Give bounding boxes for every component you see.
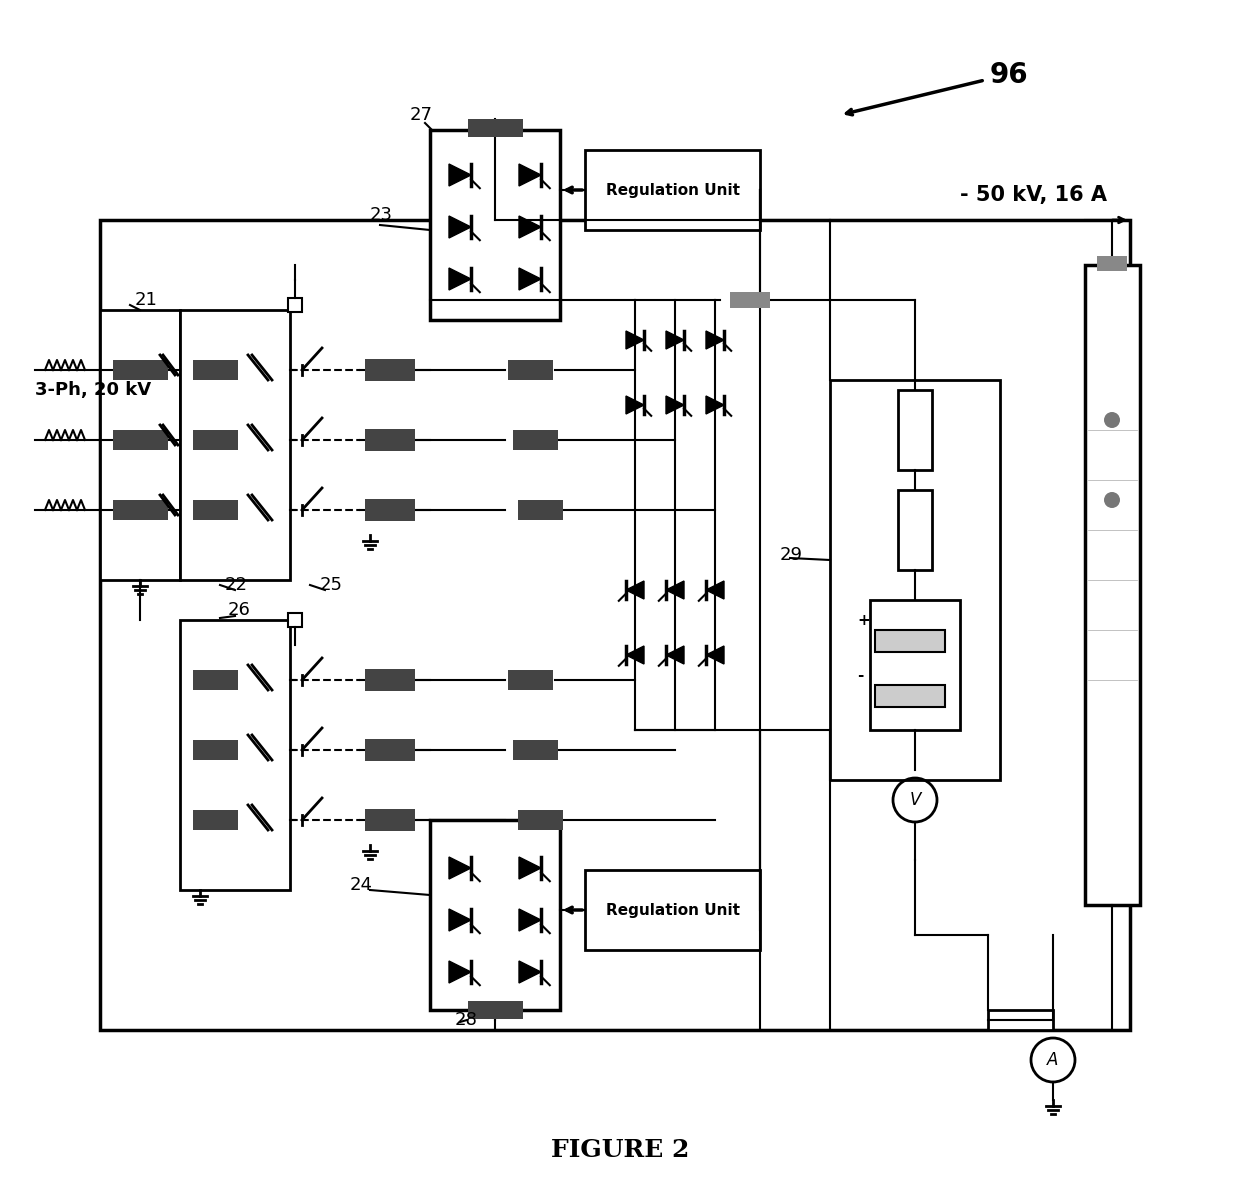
Polygon shape bbox=[520, 164, 541, 186]
Polygon shape bbox=[706, 582, 724, 600]
Polygon shape bbox=[449, 962, 471, 983]
Bar bbox=[100, 219, 1130, 1030]
Polygon shape bbox=[449, 216, 471, 237]
Bar bbox=[1097, 255, 1127, 271]
Polygon shape bbox=[520, 962, 541, 983]
Polygon shape bbox=[706, 396, 724, 414]
Bar bbox=[512, 740, 558, 760]
Text: Regulation Unit: Regulation Unit bbox=[605, 182, 739, 198]
Polygon shape bbox=[449, 164, 471, 186]
Text: 3-Ph, 20 kV: 3-Ph, 20 kV bbox=[35, 381, 151, 399]
Polygon shape bbox=[520, 909, 541, 930]
Text: - 50 kV, 16 A: - 50 kV, 16 A bbox=[960, 185, 1107, 205]
Text: 28: 28 bbox=[455, 1011, 477, 1029]
Bar bbox=[830, 380, 999, 781]
Polygon shape bbox=[666, 331, 684, 349]
Bar bbox=[288, 613, 303, 627]
Text: 96: 96 bbox=[990, 61, 1029, 89]
Bar bbox=[365, 739, 415, 761]
Bar bbox=[100, 311, 180, 580]
Text: 25: 25 bbox=[320, 576, 343, 594]
Bar bbox=[512, 430, 558, 450]
Circle shape bbox=[1104, 412, 1120, 428]
Text: 23: 23 bbox=[370, 206, 393, 224]
Text: FIGURE 2: FIGURE 2 bbox=[551, 1138, 689, 1162]
Bar bbox=[365, 429, 415, 451]
Circle shape bbox=[1104, 492, 1120, 508]
Bar bbox=[898, 390, 932, 470]
Polygon shape bbox=[626, 396, 644, 414]
Bar bbox=[467, 1001, 522, 1019]
Bar bbox=[517, 500, 563, 520]
Bar bbox=[288, 299, 303, 312]
Polygon shape bbox=[520, 269, 541, 290]
Bar bbox=[870, 600, 960, 730]
Polygon shape bbox=[666, 646, 684, 664]
Bar bbox=[192, 811, 238, 830]
Bar bbox=[467, 119, 522, 137]
Bar bbox=[113, 430, 167, 450]
Bar bbox=[507, 670, 553, 689]
Polygon shape bbox=[626, 582, 644, 600]
Bar bbox=[988, 1010, 1053, 1030]
Bar bbox=[875, 685, 945, 707]
Bar bbox=[192, 500, 238, 520]
Bar bbox=[585, 870, 760, 950]
Bar bbox=[192, 670, 238, 689]
Bar bbox=[365, 669, 415, 691]
Bar bbox=[430, 820, 560, 1010]
Polygon shape bbox=[666, 582, 684, 600]
Bar bbox=[180, 311, 290, 580]
Bar bbox=[585, 150, 760, 230]
Bar bbox=[517, 811, 563, 830]
Text: 24: 24 bbox=[350, 876, 373, 894]
Bar bbox=[875, 629, 945, 652]
Bar bbox=[898, 490, 932, 570]
Polygon shape bbox=[706, 331, 724, 349]
Bar bbox=[365, 499, 415, 522]
Text: 22: 22 bbox=[224, 576, 248, 594]
Polygon shape bbox=[449, 857, 471, 879]
Polygon shape bbox=[520, 857, 541, 879]
Bar bbox=[430, 129, 560, 320]
Polygon shape bbox=[666, 396, 684, 414]
Text: 27: 27 bbox=[410, 106, 433, 123]
Text: Regulation Unit: Regulation Unit bbox=[605, 903, 739, 917]
Bar bbox=[365, 359, 415, 381]
Polygon shape bbox=[449, 909, 471, 930]
Bar bbox=[730, 293, 770, 308]
Bar bbox=[192, 430, 238, 450]
Bar bbox=[192, 360, 238, 380]
Text: -: - bbox=[857, 668, 863, 683]
Bar bbox=[1085, 265, 1140, 905]
Polygon shape bbox=[626, 646, 644, 664]
Text: 29: 29 bbox=[780, 546, 804, 564]
Polygon shape bbox=[520, 216, 541, 237]
Bar bbox=[192, 740, 238, 760]
Polygon shape bbox=[626, 331, 644, 349]
Bar bbox=[113, 360, 167, 380]
Polygon shape bbox=[706, 646, 724, 664]
Text: A: A bbox=[1048, 1052, 1059, 1070]
Polygon shape bbox=[449, 269, 471, 290]
Bar bbox=[180, 620, 290, 890]
Text: 21: 21 bbox=[135, 291, 157, 309]
Text: 26: 26 bbox=[228, 601, 250, 619]
Bar bbox=[365, 809, 415, 831]
Text: +: + bbox=[857, 613, 869, 628]
Bar bbox=[113, 500, 167, 520]
Bar bbox=[507, 360, 553, 380]
Text: V: V bbox=[909, 791, 920, 809]
